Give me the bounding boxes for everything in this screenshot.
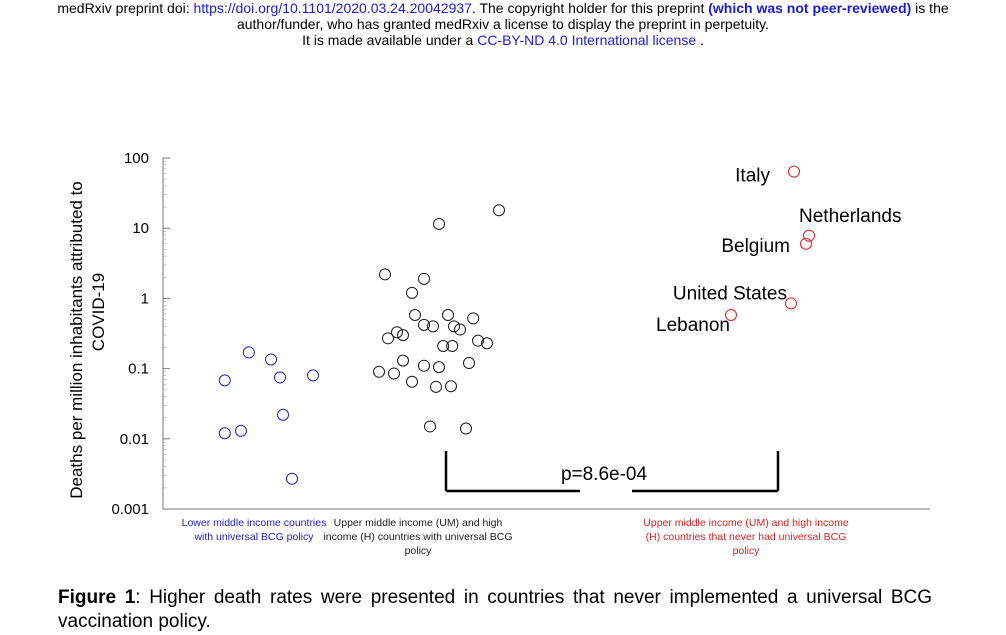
data-point: [409, 309, 421, 322]
y-axis: 100 10 1 0.1 0.01 0.001: [111, 150, 930, 518]
header-line-2: author/funder, who has granted medRxiv a…: [236, 16, 770, 32]
country-label: Netherlands: [799, 206, 901, 227]
country-label: Italy: [735, 166, 770, 187]
p-value-annotation: p=8.6e-04: [561, 464, 648, 485]
data-point: [397, 354, 409, 367]
data-point: [481, 337, 493, 350]
data-point: [307, 369, 319, 382]
y-tick-label: 10: [132, 220, 149, 237]
group-label-line: Upper middle income (UM) and high: [334, 517, 503, 529]
data-point: [286, 472, 298, 485]
y-axis-label: Deaths per million inhabitants attribute…: [67, 181, 108, 499]
data-point: [218, 374, 231, 387]
data-points: [218, 165, 815, 485]
country-label: United States: [673, 283, 787, 304]
data-point: [463, 357, 475, 370]
data-point: [454, 323, 466, 336]
caption-label: Figure 1: [58, 587, 136, 608]
data-point: [446, 339, 459, 352]
data-point: [437, 339, 450, 352]
data-point: [460, 422, 472, 435]
data-point: [472, 334, 484, 347]
data-point: [242, 346, 255, 359]
country-label: Belgium: [721, 236, 790, 257]
data-point: [418, 318, 430, 331]
data-point: [725, 309, 737, 322]
data-point: [433, 361, 445, 374]
group-label-line: Lower middle income countries: [182, 517, 327, 529]
preprint-header: medRxiv preprint doi: https://doi.org/10…: [0, 0, 1006, 48]
data-point: [493, 204, 505, 217]
group-label-line: income (H) countries with universal BCG: [323, 531, 512, 543]
country-labels: Italy Netherlands Belgium United States Leba…: [656, 166, 901, 336]
doi-link[interactable]: https://doi.org/10.1101/2020.03.24.20042…: [193, 0, 472, 16]
header-prefix: medRxiv preprint doi:: [57, 0, 194, 16]
group-label-line: Upper middle income (UM) and high income: [643, 517, 849, 529]
y-tick-label: 100: [124, 150, 149, 167]
data-point: [218, 427, 231, 440]
y-tick-label: 0.001: [111, 501, 149, 518]
data-point: [406, 375, 418, 388]
data-point: [448, 320, 460, 333]
data-point: [800, 237, 812, 250]
y-tick-label: 0.1: [128, 361, 149, 378]
y-tick-label: 0.01: [120, 431, 149, 448]
license-prefix: It is made available under a: [302, 32, 478, 48]
header-line-1: medRxiv preprint doi: https://doi.org/10…: [0, 0, 1006, 16]
header-line-3: It is made available under a CC-BY-ND 4.…: [0, 32, 1006, 48]
data-point: [788, 165, 800, 178]
data-point: [388, 367, 400, 380]
significance-bracket: p=8.6e-04: [444, 451, 780, 493]
data-point: [277, 408, 289, 421]
data-point: [424, 420, 436, 433]
y-axis-label-line-2: COVID-19: [89, 273, 108, 351]
license-link[interactable]: CC-BY-ND 4.0 International license: [477, 32, 697, 48]
country-label: Lebanon: [656, 315, 730, 336]
data-point: [391, 326, 403, 339]
data-point: [418, 272, 430, 285]
data-point: [406, 286, 418, 299]
figure-caption: Figure 1: Higher death rates were presen…: [58, 586, 932, 634]
data-point: [445, 380, 457, 393]
data-point: [382, 332, 394, 345]
group-label-line: policy: [733, 545, 761, 557]
data-point: [785, 297, 797, 310]
data-point: [373, 365, 385, 378]
data-point: [265, 353, 277, 366]
data-point: [803, 229, 815, 242]
peer-review-note: (which was not peer-reviewed): [708, 0, 912, 16]
data-point: [274, 371, 286, 384]
group-label-line: with universal BCG policy: [193, 531, 314, 543]
group-labels: Lower middle income countries with univer…: [182, 517, 849, 557]
data-point: [397, 329, 409, 342]
header-copyright-text: . The copyright holder for this preprint: [471, 0, 709, 16]
data-point: [418, 359, 430, 372]
data-point: [442, 309, 454, 322]
data-point: [467, 312, 480, 325]
data-point: [433, 217, 445, 230]
data-point: [427, 320, 439, 333]
data-point: [379, 268, 391, 281]
license-suffix: .: [696, 32, 704, 48]
caption-text: : Higher death rates were presented in c…: [58, 587, 933, 632]
group-label-line: (H) countries that never had universal B…: [646, 531, 847, 543]
header-suffix: is the: [911, 0, 949, 16]
y-tick-label: 1: [141, 290, 149, 307]
scatter-chart: 100 10 1 0.1 0.01 0.001 Deaths per million in…: [67, 150, 930, 557]
data-point: [430, 380, 442, 393]
y-axis-label-line-1: Deaths per million inhabitants attribute…: [67, 181, 86, 499]
group-label-line: policy: [405, 545, 433, 557]
data-point: [235, 424, 247, 437]
